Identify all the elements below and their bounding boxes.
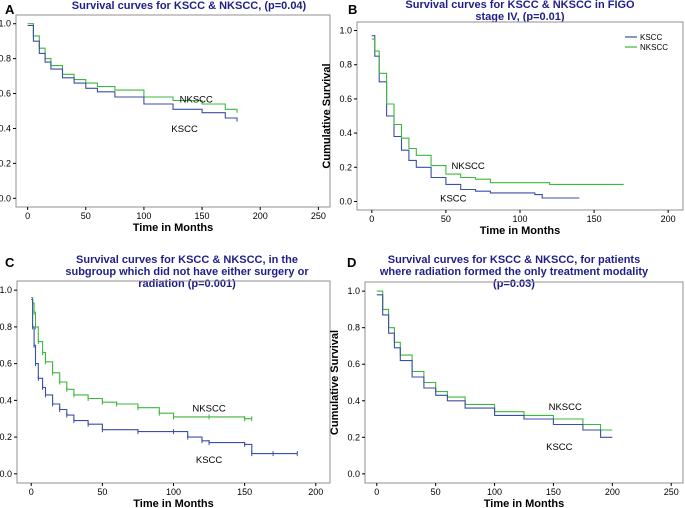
- chart-title-line: Survival curves for KSCC & NKSCC in FIGO: [405, 0, 635, 11]
- x-tick-label: 250: [311, 211, 326, 221]
- chart-title-line: Survival curves for KSCC & NKSCC, in the: [76, 254, 298, 266]
- curve-annotation: KSCC: [196, 455, 223, 466]
- chart-title-line: Survival curves for KSCC & NKSCC, for pa…: [388, 254, 640, 266]
- curve-annotation: NKSCC: [192, 403, 225, 414]
- chart-panel-a: A Survival curves for KSCC & NKSCC, (p=0.…: [0, 0, 331, 234]
- chart-title-line: stage IV, (p=0.01): [475, 11, 565, 23]
- y-tick-label: 1.0: [347, 286, 360, 296]
- x-tick-label: 150: [195, 211, 210, 221]
- x-tick-label: 50: [431, 487, 441, 497]
- chart-title-line: Survival curves for KSCC & NKSCC, (p=0.0…: [72, 0, 307, 12]
- series-line-kscc: [31, 298, 298, 455]
- y-tick-label: 0.8: [0, 322, 12, 332]
- y-tick-label: 0.8: [347, 323, 360, 333]
- y-tick-label: 0.6: [0, 89, 11, 99]
- x-tick-label: 150: [237, 487, 252, 497]
- chart-panel-c: C Survival curves for KSCC & NKSCC, in th…: [0, 254, 331, 508]
- legend-entry: KSCC: [640, 33, 662, 42]
- x-tick-label: 100: [512, 214, 527, 224]
- x-tick-label: 50: [97, 487, 107, 497]
- x-axis-label: Time in Months: [133, 222, 213, 234]
- y-tick-label: 0.4: [0, 123, 11, 133]
- y-tick-label: 0.2: [347, 432, 360, 442]
- x-tick-label: 200: [661, 214, 676, 224]
- x-tick-label: 100: [136, 211, 151, 221]
- curve-annotation: NKSCC: [452, 161, 485, 172]
- x-axis-label: Time in Months: [484, 498, 564, 508]
- x-tick-label: 0: [29, 487, 34, 497]
- chart-title-line: radiation (p=0.001): [138, 278, 236, 290]
- curve-annotation: KSCC: [546, 442, 573, 453]
- y-tick-label: 0.2: [339, 162, 352, 172]
- plot-frame: [364, 281, 684, 484]
- panel-letter: B: [348, 2, 357, 17]
- y-tick-label: 0.2: [0, 432, 12, 442]
- y-axis-label: Cumulative Survival: [329, 330, 341, 435]
- curve-annotation: KSCC: [171, 124, 198, 135]
- x-tick-label: 150: [546, 487, 561, 497]
- x-tick-label: 200: [605, 487, 620, 497]
- y-tick-label: 0.0: [339, 196, 352, 206]
- y-tick-label: 0.6: [339, 94, 352, 104]
- series-line-kscc: [371, 35, 580, 199]
- series-line-nkscc: [31, 296, 252, 420]
- chart-title-line: where radiation formed the only treatmen…: [379, 266, 649, 278]
- x-tick-label: 50: [441, 214, 451, 224]
- plot-frame: [356, 21, 684, 211]
- y-tick-label: 1.0: [0, 19, 11, 29]
- chart-title-line: (p=0.03): [493, 278, 535, 290]
- plot-frame: [15, 14, 331, 208]
- x-tick-label: 50: [81, 211, 91, 221]
- x-tick-label: 0: [25, 211, 30, 221]
- y-tick-label: 0.8: [0, 54, 11, 64]
- y-tick-label: 0.6: [347, 359, 360, 369]
- curve-annotation: NKSCC: [180, 94, 213, 105]
- x-tick-label: 200: [253, 211, 268, 221]
- x-tick-label: 100: [487, 487, 502, 497]
- x-axis-label: Time in Months: [133, 498, 213, 508]
- panel-letter: C: [5, 255, 15, 270]
- x-tick-label: 100: [166, 487, 181, 497]
- y-tick-label: 0.4: [339, 128, 352, 138]
- curve-annotation: NKSCC: [549, 402, 582, 413]
- legend-entry: NKSCC: [640, 43, 668, 52]
- y-tick-label: 0.8: [339, 60, 352, 70]
- series-line-kscc: [27, 24, 238, 122]
- y-tick-label: 1.0: [339, 26, 352, 36]
- chart-panel-b: B Survival curves for KSCC & NKSCC in FIG…: [321, 0, 684, 237]
- y-tick-label: 0.0: [0, 193, 11, 203]
- series-line-kscc: [376, 294, 613, 438]
- y-tick-label: 0.6: [0, 359, 12, 369]
- y-tick-label: 0.4: [0, 395, 12, 405]
- chart-panel-d: D Survival curves for KSCC & NKSCC, for p…: [329, 254, 684, 508]
- y-tick-label: 0.2: [0, 158, 11, 168]
- panel-letter: A: [5, 2, 15, 17]
- x-tick-label: 0: [374, 487, 379, 497]
- y-tick-label: 1.0: [0, 285, 12, 295]
- y-tick-label: 0.4: [347, 396, 360, 406]
- curve-annotation: KSCC: [440, 193, 467, 204]
- panel-letter: D: [347, 255, 356, 270]
- x-tick-label: 200: [308, 487, 323, 497]
- series-line-nkscc: [371, 38, 624, 185]
- chart-title-line: subgroup which did not have either surge…: [65, 266, 309, 278]
- x-tick-label: 0: [369, 214, 374, 224]
- y-tick-label: 0.0: [0, 469, 12, 479]
- y-tick-label: 0.0: [347, 469, 360, 479]
- x-tick-label: 250: [664, 487, 679, 497]
- y-axis-label: Cumulative Survival: [321, 63, 333, 168]
- x-axis-label: Time in Months: [480, 225, 560, 237]
- series-line-nkscc: [376, 290, 613, 431]
- x-tick-label: 150: [587, 214, 602, 224]
